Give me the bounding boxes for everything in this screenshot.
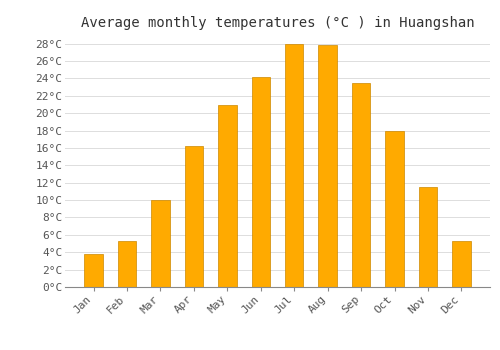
Bar xyxy=(252,77,270,287)
Title: Average monthly temperatures (°C ) in Huangshan: Average monthly temperatures (°C ) in Hu… xyxy=(80,16,474,30)
Bar xyxy=(218,105,236,287)
Bar xyxy=(452,241,470,287)
Bar xyxy=(318,44,337,287)
Bar xyxy=(84,254,102,287)
Bar xyxy=(118,241,136,287)
Bar xyxy=(285,44,304,287)
Bar xyxy=(151,200,170,287)
Bar xyxy=(352,83,370,287)
Bar xyxy=(419,187,437,287)
Bar xyxy=(386,131,404,287)
Bar xyxy=(184,146,203,287)
